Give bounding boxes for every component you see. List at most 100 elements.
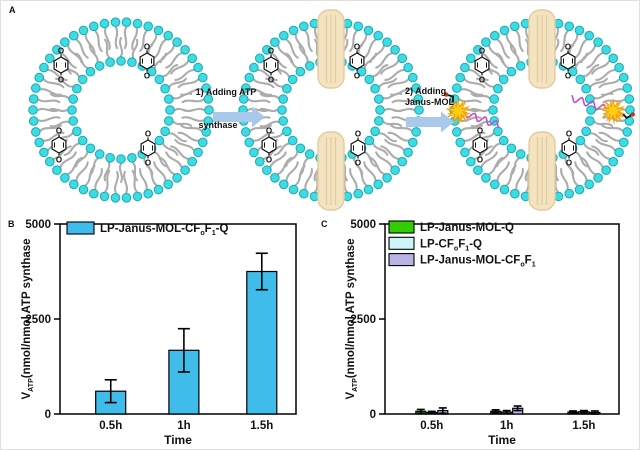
- bar: [246, 270, 278, 415]
- error-bar: [427, 410, 436, 415]
- x-tick-label: 0.5h: [420, 420, 443, 432]
- legend-entry: LP-Janus-MOL-CFoF1: [388, 253, 536, 269]
- legend-label: LP-Janus-MOL-Q: [420, 222, 514, 234]
- legend-entry: LP-Janus-MOL-Q: [388, 220, 514, 234]
- atp-synthase: [317, 9, 345, 89]
- quinone-molecule: OO: [349, 43, 365, 81]
- svg-text:O: O: [565, 43, 571, 52]
- error-bar: [502, 409, 511, 415]
- quinone-molecule: OO: [474, 47, 490, 85]
- quinone-molecule: OO: [263, 47, 279, 85]
- svg-text:O: O: [566, 130, 572, 139]
- legend-swatch: [66, 221, 95, 235]
- svg-text:O: O: [477, 156, 483, 165]
- janus-mol: [571, 94, 635, 125]
- atp-synthase: [528, 9, 556, 89]
- x-tick-label: 0.5h: [99, 420, 122, 432]
- polymer-chain: [464, 112, 500, 129]
- quinone-molecule: OO: [560, 43, 576, 81]
- quinone-molecule: OO: [261, 127, 277, 165]
- svg-text:O: O: [144, 43, 150, 52]
- svg-text:O: O: [58, 47, 64, 56]
- x-tick-label: 1.5h: [250, 420, 273, 432]
- svg-text:O: O: [268, 47, 274, 56]
- atp-synthase: [317, 131, 345, 211]
- error-bar: [255, 252, 268, 291]
- bar-chart-c: 0 2500 5000 VATP(nmol/nmol ATP synthase 0.5h…: [345, 219, 620, 447]
- x-axis-title: Time: [164, 433, 192, 447]
- panel-c-chart: C 0 2500 5000 VATP(nmol/nmol ATP synthase 0.…: [321, 213, 639, 449]
- svg-text:O: O: [266, 127, 272, 136]
- atp-synthase: [528, 131, 556, 211]
- svg-text:O: O: [355, 159, 361, 168]
- y-tick-label: 2500: [350, 314, 376, 326]
- quinone-molecule: OO: [561, 130, 577, 168]
- svg-text:O: O: [355, 130, 361, 139]
- janus-mol: [444, 92, 500, 129]
- quinone-molecule: OO: [139, 43, 155, 81]
- bar-chart-b: 0 2500 5000 VATP(nmol/nmol ATP synthase 0.5h…: [21, 219, 297, 447]
- panel-b-label: B: [8, 219, 15, 229]
- anchor-tip: [444, 92, 449, 97]
- y-tick-label: 0: [370, 409, 376, 421]
- step1-label-line1: 1) Adding ATP: [195, 87, 257, 97]
- quinone-molecule: OO: [472, 127, 488, 165]
- svg-text:O: O: [266, 156, 272, 165]
- y-tick-label: 0: [45, 409, 51, 421]
- error-bar: [568, 410, 577, 415]
- panel-c-label: C: [321, 219, 328, 229]
- svg-text:O: O: [354, 72, 360, 81]
- janus-mol-star-icon: [446, 98, 470, 123]
- svg-text:O: O: [56, 127, 62, 136]
- svg-text:O: O: [566, 159, 572, 168]
- error-bar: [579, 409, 588, 414]
- error-bar: [513, 405, 522, 412]
- error-bar: [416, 408, 425, 415]
- legend-label: LP-CFoF1-Q: [420, 238, 482, 252]
- plot-frame: [384, 223, 620, 415]
- svg-text:O: O: [58, 76, 64, 85]
- svg-text:O: O: [145, 159, 151, 168]
- error-bar: [491, 409, 500, 414]
- y-tick-label: 2500: [25, 314, 51, 326]
- polymer-chain: [571, 94, 607, 110]
- step2-label-line2: Janus-MOL: [405, 97, 455, 107]
- svg-text:O: O: [145, 130, 151, 139]
- legend-label: LP-Janus-MOL-CFoF1-Q: [100, 223, 228, 237]
- y-axis-title-text: VATP(nmol/nmol ATP synthase: [345, 238, 359, 399]
- error-bar: [104, 379, 117, 404]
- y-axis-title-text: VATP(nmol/nmol ATP synthase: [21, 238, 35, 399]
- panel-a-label: A: [9, 5, 16, 15]
- legend-swatch: [388, 220, 415, 234]
- legend-entry: LP-Janus-MOL-CFoF1-Q: [66, 221, 228, 237]
- y-axis-title: VATP(nmol/nmol ATP synthase: [21, 238, 35, 399]
- anchor-tip: [630, 112, 635, 117]
- svg-text:O: O: [56, 156, 62, 165]
- janus-mol-star-icon: [601, 98, 625, 123]
- panel-b-chart: B 0 2500 5000 VATP(nmol/nmol ATP synthase 0.…: [1, 213, 321, 449]
- svg-text:O: O: [354, 43, 360, 52]
- quinone-molecule: OO: [140, 130, 156, 168]
- quinone-molecule: OO: [350, 130, 366, 168]
- y-tick-label: 5000: [350, 219, 376, 231]
- svg-text:O: O: [144, 72, 150, 81]
- quinone-molecule: OO: [53, 47, 69, 85]
- x-tick-label: 1h: [177, 420, 190, 432]
- svg-text:O: O: [565, 72, 571, 81]
- x-axis-title: Time: [488, 433, 516, 447]
- y-axis-title: VATP(nmol/nmol ATP synthase: [345, 238, 359, 399]
- y-tick-label: 5000: [25, 219, 51, 231]
- svg-text:O: O: [477, 127, 483, 136]
- x-tick-label: 1.5h: [572, 420, 595, 432]
- x-tick-label: 1h: [500, 420, 513, 432]
- quinone-molecule: OO: [51, 127, 67, 165]
- legend-swatch: [388, 236, 415, 250]
- svg-text:O: O: [268, 76, 274, 85]
- legend-label: LP-Janus-MOL-CFoF1: [420, 255, 536, 269]
- error-bar: [177, 327, 190, 373]
